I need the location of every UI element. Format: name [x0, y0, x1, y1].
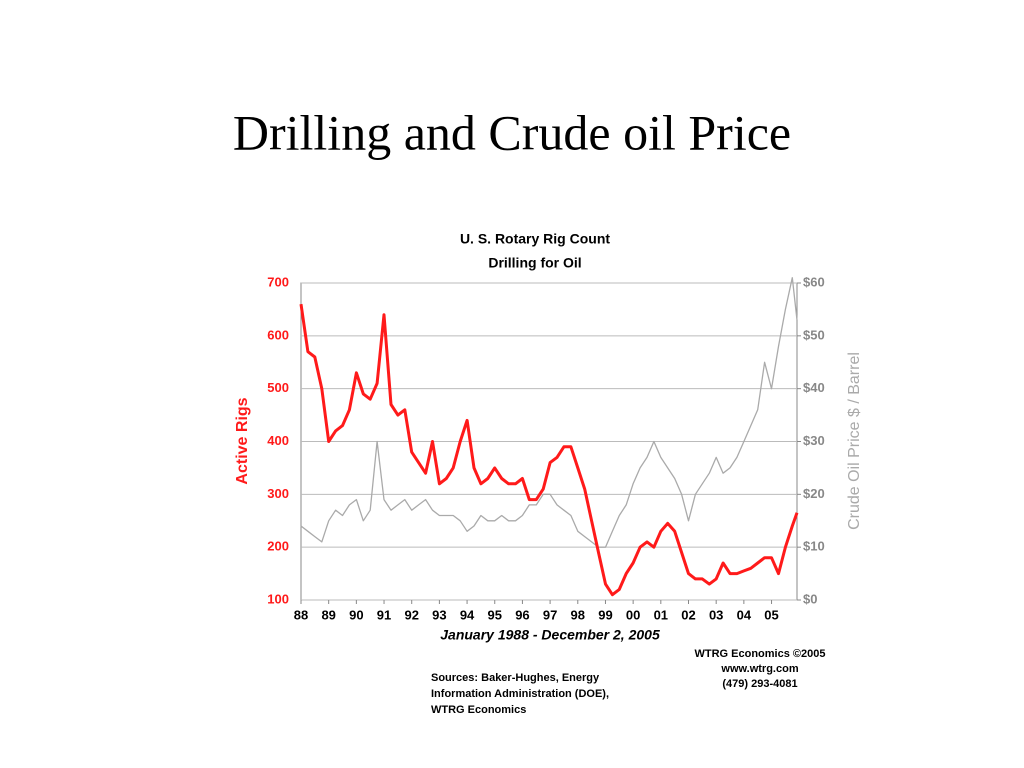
x-tick-label: 00 [626, 607, 640, 622]
source-note: Information Administration (DOE), [431, 688, 609, 700]
y-tick-label: 100 [267, 591, 289, 606]
y2-tick-label: $20 [803, 486, 825, 501]
y-tick-label: 400 [267, 433, 289, 448]
slide-title: Drilling and Crude oil Price [233, 104, 791, 160]
x-tick-label: 01 [654, 607, 668, 622]
x-tick-label: 97 [543, 607, 557, 622]
x-tick-label: 91 [377, 607, 391, 622]
x-tick-label: 94 [460, 607, 475, 622]
x-tick-label: 89 [321, 607, 335, 622]
x-tick-label: 98 [571, 607, 585, 622]
x-tick-label: 96 [515, 607, 529, 622]
source-note: Sources: Baker-Hughes, Energy [431, 672, 600, 684]
y-tick-label: 500 [267, 380, 289, 395]
y2-tick-label: $0 [803, 591, 817, 606]
y2-tick-label: $50 [803, 327, 825, 342]
series-line [299, 303, 799, 597]
y2-tick-label: $30 [803, 433, 825, 448]
y2-tick-label: $60 [803, 274, 825, 289]
chart-subtitle: Drilling for Oil [488, 255, 581, 271]
x-tick-label: 05 [764, 607, 778, 622]
y-axis-label: Active Rigs [234, 397, 251, 484]
x-tick-label: 92 [404, 607, 418, 622]
y-tick-label: 700 [267, 274, 289, 289]
y-tick-label: 200 [267, 539, 289, 554]
series-line [300, 277, 798, 548]
y-tick-label: 600 [267, 327, 289, 342]
y2-tick-label: $10 [803, 539, 825, 554]
x-tick-label: 95 [488, 607, 502, 622]
x-tick-label: 02 [681, 607, 695, 622]
credit-note: www.wtrg.com [720, 663, 798, 675]
x-tick-label: 88 [294, 607, 308, 622]
y2-axis-label: Crude Oil Price $ / Barrel [846, 352, 863, 530]
x-tick-label: 99 [598, 607, 612, 622]
x-axis-label: January 1988 - December 2, 2005 [440, 627, 660, 643]
x-tick-label: 03 [709, 607, 723, 622]
y-tick-label: 300 [267, 486, 289, 501]
y2-tick-label: $40 [803, 380, 825, 395]
credit-note: WTRG Economics ©2005 [695, 648, 826, 660]
x-tick-label: 93 [432, 607, 446, 622]
source-note: WTRG Economics [431, 704, 526, 716]
chart-title: U. S. Rotary Rig Count [460, 231, 610, 247]
x-tick-label: 04 [737, 607, 752, 622]
x-tick-label: 90 [349, 607, 363, 622]
credit-note: (479) 293-4081 [722, 678, 797, 690]
